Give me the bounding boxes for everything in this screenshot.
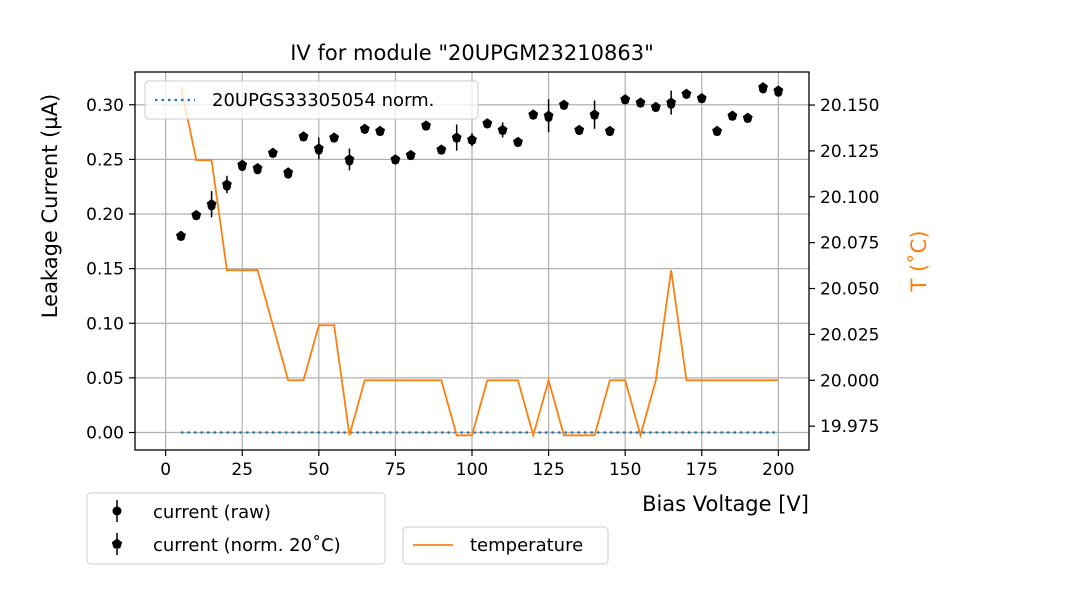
norm-current-point [329,132,340,142]
norm-current-point [604,125,615,136]
legend-inner: 20UPGS33305054 norm. [144,80,479,120]
legend-bottom-center-box [402,526,609,565]
norm-current-point [758,82,768,92]
norm-current-point [712,125,723,136]
norm-current-point [237,159,248,170]
legend-bottom-left: current (raw) current (norm. 20˚C) [86,492,386,565]
legend-temperature-label: temperature [470,535,583,556]
norm-current-point [436,144,447,154]
norm-current-point [375,125,386,136]
norm-current-point [206,198,217,209]
norm-current-point [176,230,186,241]
y2-axis-ticks: 19.975 20.000 20.025 20.050 20.075 20.100 20.1… [809,96,879,437]
legend-norm-swatch [111,533,123,555]
y2-tick-label: 20.025 [820,325,879,345]
chart-title: IV for module "20UPGM23210863" [290,41,654,65]
norm-current-point [421,120,431,130]
x-tick-label: 175 [686,460,718,480]
norm-current-point [620,94,631,104]
y-tick-label: 0.30 [86,96,124,116]
norm-current-point [221,179,232,189]
norm-current-point [298,131,309,141]
norm-current-point [742,112,753,123]
norm-current-point [558,99,569,109]
norm-current-point [574,124,585,135]
x-tick-label: 150 [609,460,641,480]
y-tick-label: 0.20 [86,205,124,225]
norm-current-point [467,134,477,144]
norm-current-point [313,143,324,153]
y-axis-label: Leakage Current (µA) [38,94,62,318]
x-axis-ticks: 0 25 50 75 100 125 150 175 200 [160,450,795,480]
y-tick-label: 0.15 [86,260,124,280]
norm-current-point [773,85,784,95]
legend-inner-box [144,80,479,120]
y-tick-label: 0.05 [86,369,124,389]
norm-current-point [513,136,523,147]
x-tick-label: 125 [532,460,564,480]
norm-current-point [390,154,401,164]
y2-tick-label: 20.050 [820,280,879,300]
norm-current-point [696,93,707,103]
legend-raw-label: current (raw) [153,502,271,523]
normalized-current-series-layer [176,82,784,241]
y2-tick-label: 20.000 [820,371,879,391]
norm-current-point [405,149,416,160]
x-tick-label: 0 [160,460,171,480]
norm-current-point [283,167,294,177]
norm-current-point [252,162,263,173]
norm-current-point [191,209,202,220]
y-tick-label: 0.10 [86,314,124,334]
temperature-series-layer [180,86,779,439]
x-tick-label: 75 [385,460,407,480]
norm-current-point [666,97,677,107]
norm-current-point [543,110,554,120]
legend-bottom-left-box [86,492,386,565]
y2-tick-label: 20.075 [820,234,879,254]
y2-tick-label: 19.975 [820,417,879,437]
norm-current-point [681,88,692,99]
legend-raw-swatch [112,500,122,522]
y2-tick-label: 20.150 [820,96,879,116]
norm-current-point [482,118,493,128]
x-tick-label: 100 [456,460,488,480]
y-tick-label: 0.00 [86,424,124,444]
x-axis-label: Bias Voltage [V] [642,492,809,516]
norm-current-point [344,154,355,164]
y-tick-label: 0.25 [86,150,124,170]
norm-current-point [267,147,278,158]
norm-current-point [359,123,370,134]
y2-tick-label: 20.125 [820,142,879,162]
temperature-series-line [180,86,779,439]
norm-current-point [589,109,600,119]
x-tick-label: 200 [762,460,794,480]
legend-bottom-center: temperature [402,526,609,565]
y2-tick-label: 20.100 [820,188,879,208]
norm-current-point [635,97,646,107]
x-tick-label: 50 [308,460,330,480]
legend-reference-label: 20UPGS33305054 norm. [212,90,434,111]
norm-current-point [650,101,661,112]
x-tick-label: 25 [231,460,253,480]
norm-current-point [528,109,539,119]
norm-current-point [497,124,508,135]
norm-current-point [727,110,738,120]
legend-norm-label: current (norm. 20˚C) [153,535,341,556]
norm-current-point [451,132,462,142]
y-axis-ticks: 0.00 0.05 0.10 0.15 0.20 0.25 0.30 [86,96,135,444]
y2-axis-label: T (˚C) [907,230,931,292]
